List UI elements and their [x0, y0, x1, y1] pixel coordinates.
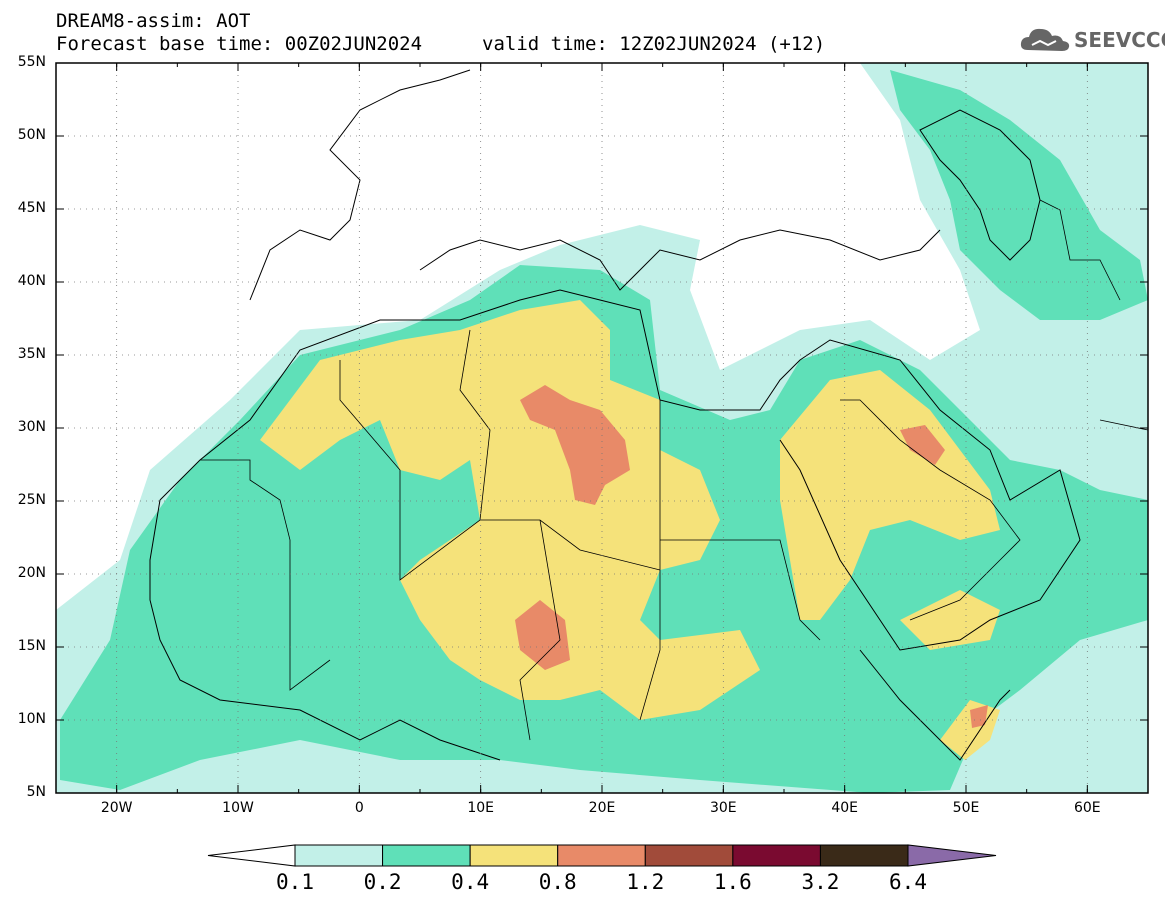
y-tick-label: 10N [17, 711, 46, 727]
colorbar-label: 1.6 [713, 870, 752, 894]
country-borders [200, 199, 1148, 741]
aot-contour-0.2-caspian [890, 70, 1148, 320]
x-tick-label: 30E [709, 800, 737, 816]
colorbar-label: 1.2 [626, 870, 665, 894]
lat-lon-grid [56, 63, 1148, 793]
colorbar-swatch [294, 844, 384, 867]
aot-contour-0.4 [260, 300, 760, 720]
colorbar [207, 844, 997, 867]
aot-contour-0.8-libya [520, 385, 630, 505]
x-tick-label: 40E [831, 800, 858, 816]
y-tick-label: 55N [17, 54, 46, 70]
coastline [149, 69, 1081, 761]
colorbar-over-triangle [907, 844, 997, 867]
y-tick-label: 40N [17, 273, 46, 289]
colorbar-swatch [469, 844, 559, 867]
title-line-3: valid time: 12Z02JUN2024 (+12) [482, 33, 826, 55]
colorbar-label: 0.2 [363, 870, 402, 894]
logo-text: SEEVCCC [1074, 28, 1165, 52]
y-tick-label: 15N [17, 638, 46, 654]
aot-contour-0.8-somalia [970, 705, 988, 728]
colorbar-label: 0.8 [538, 870, 577, 894]
seevccc-logo: SEEVCCC [1018, 24, 1165, 56]
y-tick-label: 30N [17, 419, 46, 435]
y-tick-label: 25N [17, 492, 46, 508]
x-tick-label: 10W [222, 800, 254, 816]
title-line-2: Forecast base time: 00Z02JUN2024 [56, 33, 423, 55]
colorbar-label: 3.2 [801, 870, 840, 894]
aot-contour-0.4-arabia [780, 370, 1000, 620]
aot-field [56, 63, 1148, 793]
x-tick-label: 50E [952, 800, 980, 816]
y-tick-label: 50N [17, 127, 46, 143]
colorbar-label: 0.1 [276, 870, 314, 894]
colorbar-swatch [382, 844, 471, 867]
x-tick-label: 10E [467, 800, 494, 816]
x-tick-label: 20W [100, 800, 133, 816]
x-tick-label: 60E [1073, 800, 1101, 816]
colorbar-swatch [732, 844, 821, 867]
aot-contour-0.8-iraq [900, 425, 945, 465]
colorbar-label: 6.4 [889, 870, 927, 894]
aot-contour-0.4-yemen [900, 590, 1000, 650]
colorbar-label: 0.4 [451, 870, 490, 894]
y-tick-label: 35N [17, 346, 46, 362]
colorbar-under-triangle [207, 844, 296, 867]
colorbar-swatch [819, 844, 909, 867]
colorbar-swatch [557, 844, 646, 867]
y-tick-label: 20N [17, 565, 46, 581]
y-tick-label: 5N [26, 784, 46, 800]
colorbar-swatch [644, 844, 734, 867]
cloud-icon [1020, 28, 1070, 51]
title-line-1: DREAM8-assim: AOT [56, 10, 251, 32]
y-tick-label: 45N [17, 200, 46, 216]
x-tick-label: 20E [588, 800, 616, 816]
x-tick-label: 0 [354, 800, 364, 816]
axis-ticks [55, 62, 1149, 794]
